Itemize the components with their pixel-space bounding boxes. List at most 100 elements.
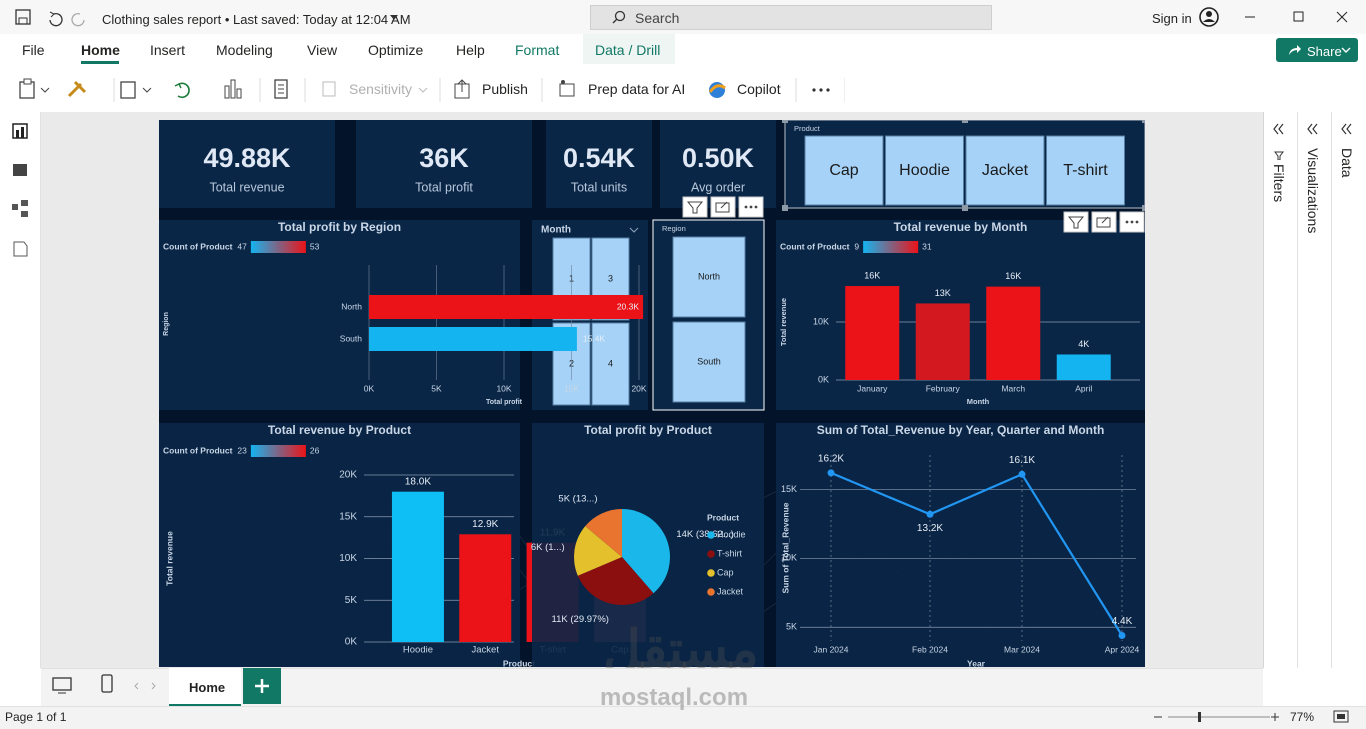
zoom-slider[interactable] <box>1150 709 1280 725</box>
menu-tab[interactable]: Insert <box>150 42 186 58</box>
legend-swatch <box>707 588 715 596</box>
menu-tab[interactable]: Format <box>515 42 560 58</box>
resize-handle <box>962 205 968 211</box>
card-background <box>159 120 335 208</box>
toolbar-button[interactable]: Publish <box>482 81 528 97</box>
chart-title: Total profit by Product <box>584 423 712 437</box>
kpi-label: Total units <box>571 180 627 194</box>
legend-title: Count of Product <box>780 241 850 251</box>
x-axis-label: Total profit <box>486 399 523 406</box>
page-tab-label[interactable]: Home <box>189 680 226 695</box>
card-background <box>660 120 776 208</box>
bar <box>915 303 970 380</box>
pane-title[interactable]: Data <box>1339 148 1355 178</box>
line-point <box>1018 470 1026 478</box>
menu-tab[interactable]: View <box>307 42 338 58</box>
slicer-item-label: T-shirt <box>1063 162 1108 179</box>
pane-title[interactable]: Filters <box>1271 164 1287 203</box>
data-label: 12.9K <box>472 519 498 530</box>
x-tick-label: Apr 2024 <box>1105 644 1140 654</box>
chart-tile: Total profit by Product 14K (38.62...) 11K… <box>531 423 764 667</box>
pane-title[interactable]: Visualizations <box>1305 148 1321 234</box>
slicer-item[interactable] <box>672 321 746 403</box>
header-button[interactable] <box>1063 211 1089 233</box>
view-icons <box>12 123 28 257</box>
x-tick-label: Jacket <box>472 645 500 656</box>
legend-max: 53 <box>310 241 320 251</box>
x-tick-label: Jan 2024 <box>814 644 849 654</box>
slicer-item[interactable] <box>885 135 964 206</box>
legend-max: 26 <box>310 445 320 455</box>
fit-page-icon[interactable] <box>1330 709 1360 725</box>
window-controls <box>1199 7 1348 27</box>
y-axis-label: Region <box>163 312 170 336</box>
data-label: 4K <box>1078 339 1089 349</box>
kpi-card: 36K Total profit <box>356 120 532 208</box>
toolbar-icons <box>19 78 845 102</box>
legend-swatch <box>707 569 715 577</box>
legend-swatch <box>707 531 715 539</box>
search-box[interactable] <box>590 5 992 30</box>
bar <box>369 327 577 351</box>
slicer-item[interactable] <box>672 236 746 318</box>
y-tick-label: 10K <box>813 316 829 326</box>
data-label: 5K (13...) <box>558 494 597 505</box>
menu-tab[interactable]: Modeling <box>216 42 273 58</box>
y-tick-label: 5K <box>345 595 358 606</box>
x-tick-label: Feb 2024 <box>912 644 948 654</box>
y-tick-label: 0K <box>818 374 829 384</box>
legend-gradient <box>250 241 306 253</box>
document-title[interactable]: Clothing sales report • Last saved: Toda… <box>102 12 411 27</box>
header-button[interactable] <box>1091 211 1117 233</box>
slicer-item[interactable] <box>804 135 884 206</box>
chart-title: Total profit by Region <box>278 220 401 234</box>
menu-tab[interactable]: Help <box>456 42 485 58</box>
bar <box>391 491 444 642</box>
pie-slice <box>577 557 654 605</box>
data-label: 16K <box>864 270 880 280</box>
slicer-item-label: 3 <box>608 273 613 283</box>
page-count: Page 1 of 1 <box>5 710 67 724</box>
x-tick-label: 20K <box>631 383 646 393</box>
header-button[interactable] <box>682 196 708 218</box>
slicer-title: Month <box>541 225 571 236</box>
line-point <box>827 469 835 477</box>
region-slicer: Region North South <box>652 219 765 411</box>
legend-label: Cap <box>717 567 734 577</box>
more-icon <box>744 205 748 209</box>
page-tab[interactable] <box>169 668 241 707</box>
menu-tab[interactable]: Optimize <box>368 42 424 58</box>
layout-icons <box>52 674 156 694</box>
status-bar <box>0 706 1366 729</box>
slicer-item[interactable] <box>965 135 1045 206</box>
chart-title: Total revenue by Month <box>894 220 1028 234</box>
toolbar-button[interactable]: Copilot <box>737 81 781 97</box>
pane-divider <box>1297 112 1298 668</box>
slicer-item[interactable] <box>1046 135 1125 206</box>
x-tick-label: Hoodie <box>403 645 433 656</box>
legend-max: 31 <box>922 241 932 251</box>
menu-tab[interactable]: Home <box>81 42 120 58</box>
add-page-button[interactable] <box>243 668 281 704</box>
menu-tab[interactable]: Data / Drill <box>595 42 661 58</box>
slicer-item-label: North <box>698 271 720 281</box>
kpi-card: 49.88K Total revenue <box>159 120 335 208</box>
menu-tab[interactable]: File <box>22 42 45 58</box>
slicer-item[interactable] <box>591 322 630 406</box>
data-label: 11K (29.97%) <box>552 614 609 625</box>
x-tick-label: January <box>857 383 888 393</box>
search-placeholder: Search <box>635 10 680 26</box>
slicer-item-label: Jacket <box>982 162 1029 179</box>
more-icon <box>1125 220 1129 224</box>
y-tick-label: 10K <box>781 553 797 563</box>
y-tick-label: South <box>340 333 362 343</box>
data-label: 16K <box>1005 271 1021 281</box>
pie-slice <box>574 526 622 576</box>
header-button[interactable] <box>710 196 736 218</box>
x-tick-label: April <box>1075 383 1092 393</box>
chart-title: Sum of Total_Revenue by Year, Quarter an… <box>817 423 1105 437</box>
legend-gradient <box>863 241 919 253</box>
toolbar-button[interactable]: Prep data for AI <box>588 81 686 97</box>
sign-in[interactable]: Sign in <box>1152 11 1192 26</box>
